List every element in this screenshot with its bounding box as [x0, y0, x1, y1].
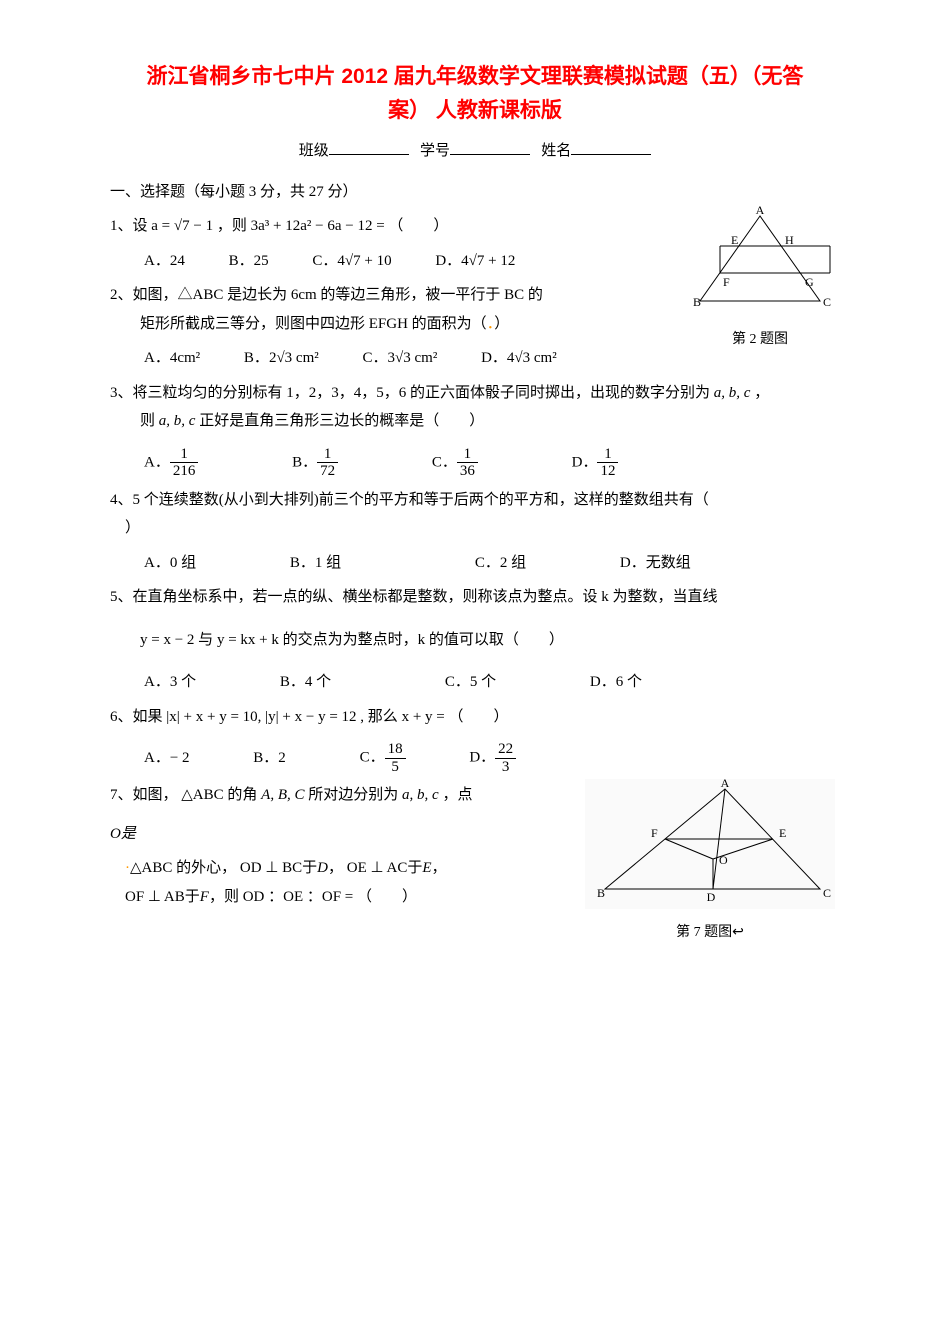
q5-l1: 5、在直角坐标系中，若一点的纵、横坐标都是整数，则称该点为整点。设 k 为整数，… — [110, 583, 840, 612]
q7-l2: O是 — [110, 820, 840, 849]
q7-abc2: a, b, c — [402, 787, 439, 803]
q3-opt-c: C．136 — [432, 446, 478, 480]
question-3: 3、将三粒均匀的分别标有 1，2，3，4，5，6 的正六面体骰子同时掷出，出现的… — [110, 379, 840, 480]
q7-ABC: A, B, C — [261, 787, 304, 803]
q1-opt-a: A．24 — [144, 247, 185, 276]
q4-l1: 4、5 个连续整数(从小到大排列)前三个的平方和等于后两个的平方和，这样的整数组… — [110, 486, 840, 515]
q6-pre: 6、如果 — [110, 709, 166, 725]
q1-expr: 3a³ + 12a² − 6a − 12 = — [251, 218, 385, 234]
number-blank[interactable] — [450, 139, 530, 155]
q7-l1c: 所对边分别为 — [308, 787, 402, 803]
q3-abc: a, b, c — [714, 385, 751, 401]
q6-opt-b: B．2 — [253, 744, 286, 773]
title-l2: 案） 人教新课标版 — [388, 99, 562, 122]
q6-paren: （ ） — [448, 709, 508, 725]
q4-opt-a: A．0 组 — [144, 549, 196, 578]
q7-l4: OF ⊥ AB于F，则 OD ：OE ：OF = （ ） — [110, 883, 840, 912]
q1-pre: 1、设 — [110, 218, 151, 234]
question-1: 1、设 a = √7 − 1 ，则 3a³ + 12a² − 6a − 12 =… — [110, 212, 840, 275]
q4-opt-d: D．无数组 — [620, 549, 691, 578]
q3-l1b: ， — [754, 385, 769, 401]
q1-opt-b: B．25 — [229, 247, 269, 276]
student-header: 班级 学号 姓名 — [110, 137, 840, 166]
q1-options: A．24 B．25 C．4√7 + 10 D．4√7 + 12 — [110, 247, 840, 276]
q1-a-eq: a = √7 − 1 — [151, 218, 213, 234]
q2-opt-a: A．4cm² — [144, 344, 200, 373]
q1-opt-d: D．4√7 + 12 — [435, 247, 515, 276]
q7-l1a: 7、如图， — [110, 787, 178, 803]
q5-eq-line: y = x − 2 与 y = kx + k 的交点为为整点时，k 的值可以取（… — [110, 626, 840, 655]
class-blank[interactable] — [329, 139, 409, 155]
q4-options: A．0 组 B．1 组 C．2 组 D．无数组 — [110, 549, 840, 578]
q1-mid: ，则 — [217, 218, 251, 234]
doc-title: 浙江省桐乡市七中片 2012 届九年级数学文理联赛模拟试题（五）（无答 案） 人… — [110, 60, 840, 127]
class-label: 班级 — [299, 143, 329, 159]
question-5: 5、在直角坐标系中，若一点的纵、横坐标都是整数，则称该点为整点。设 k 为整数，… — [110, 583, 840, 697]
q2-opt-c: C．3√3 cm² — [363, 344, 438, 373]
number-label: 学号 — [420, 143, 450, 159]
q7-abc1: △ABC — [181, 787, 223, 803]
q5-opt-b: B．4 个 — [280, 668, 331, 697]
name-label: 姓名 — [541, 143, 571, 159]
q6-opt-d: D．223 — [469, 741, 516, 775]
q1-opt-c: C．4√7 + 10 — [312, 247, 391, 276]
q2-opt-d: D．4√3 cm² — [481, 344, 557, 373]
q6-xy: x + y = — [402, 709, 445, 725]
q3-l2: 则 a, b, c 正好是直角三角形三边长的概率是（ ） — [110, 407, 840, 436]
q5-opt-c: C．5 个 — [445, 668, 496, 697]
section-1-heading: 一、选择题（每小题 3 分，共 27 分） — [110, 178, 840, 207]
q3-opt-a: A．1216 — [144, 446, 198, 480]
q4-l2: ） — [110, 514, 840, 543]
question-7: 7、如图， △ABC 的角 A, B, C 所对边分别为 a, b, c ，点 … — [110, 781, 840, 911]
figure-7-caption: 第 7 题图↩ — [580, 920, 840, 947]
q3-l1a: 3、将三粒均匀的分别标有 1，2，3，4，5，6 的正六面体骰子同时掷出，出现的… — [110, 385, 714, 401]
q6-mid: , 那么 — [360, 709, 401, 725]
q7-l1b: 的角 — [227, 787, 261, 803]
q6-eq: |x| + x + y = 10, |y| + x − y = 12 — [166, 709, 356, 725]
q2-l2: 矩形所截成三等分，则图中四边形 EFGH 的面积为（．） — [110, 310, 840, 339]
name-blank[interactable] — [571, 139, 651, 155]
q6-opt-c: C．185 — [360, 741, 406, 775]
q3-opt-d: D．112 — [572, 446, 619, 480]
q1-paren: （ ） — [388, 218, 448, 234]
title-l1: 浙江省桐乡市七中片 2012 届九年级数学文理联赛模拟试题（五）（无答 — [147, 65, 804, 88]
q5-options: A．3 个 B．4 个 C．5 个 D．6 个 — [110, 668, 840, 697]
q6-opt-a: A．− 2 — [144, 744, 190, 773]
q7-l1d: ，点 — [442, 787, 472, 803]
q5-opt-d: D．6 个 — [590, 668, 642, 697]
q2-options: A．4cm² B．2√3 cm² C．3√3 cm² D．4√3 cm² — [110, 344, 840, 373]
q3-options: A．1216 B．172 C．136 D．112 — [110, 446, 840, 480]
question-4: 4、5 个连续整数(从小到大排列)前三个的平方和等于后两个的平方和，这样的整数组… — [110, 486, 840, 578]
q5-opt-a: A．3 个 — [144, 668, 196, 697]
q2-opt-b: B．2√3 cm² — [244, 344, 319, 373]
q3-opt-b: B．172 — [292, 446, 338, 480]
q4-opt-c: C．2 组 — [475, 549, 526, 578]
q6-options: A．− 2 B．2 C．185 D．223 — [110, 741, 840, 775]
q7-l3: ·△ABC 的外心， OD ⊥ BC于D， OE ⊥ AC于E， — [110, 854, 840, 883]
q4-opt-b: B．1 组 — [290, 549, 341, 578]
q2-l1: 2、如图，△ABC 是边长为 6cm 的等边三角形，被一平行于 BC 的 — [110, 281, 840, 310]
question-2: 2、如图，△ABC 是边长为 6cm 的等边三角形，被一平行于 BC 的 矩形所… — [110, 281, 840, 373]
question-6: 6、如果 |x| + x + y = 10, |y| + x − y = 12 … — [110, 703, 840, 776]
